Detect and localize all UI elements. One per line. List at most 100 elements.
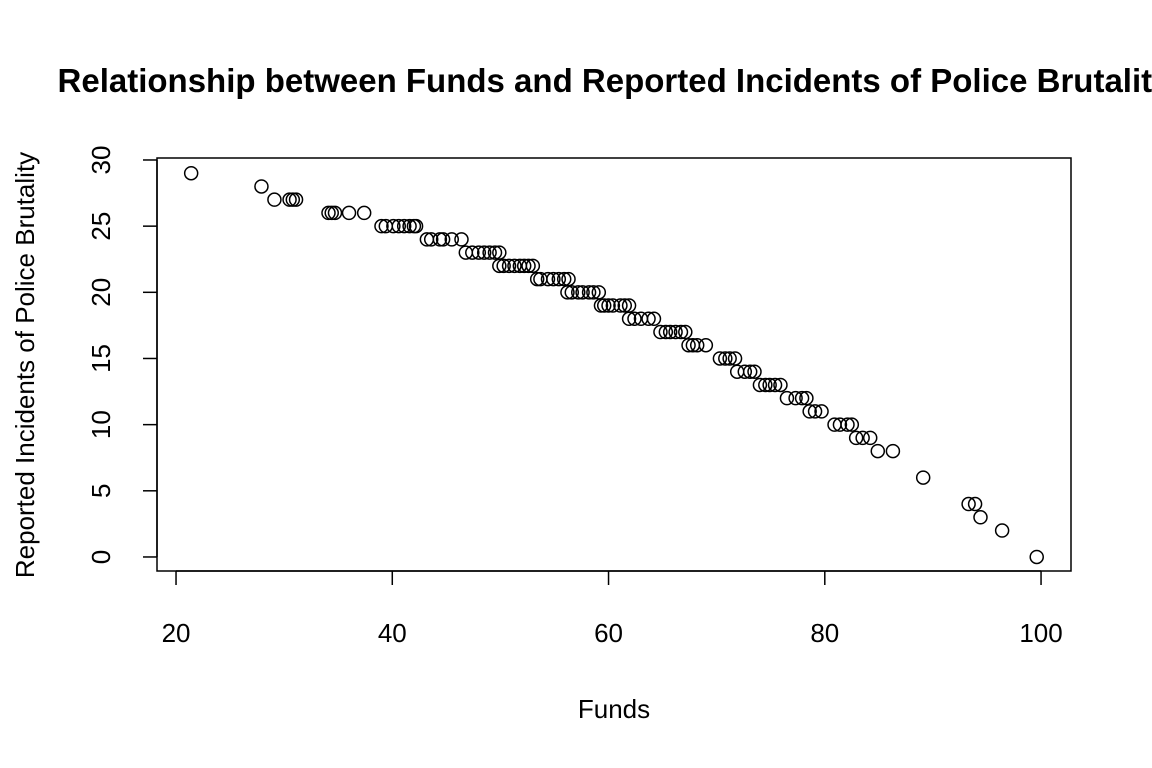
point <box>762 377 777 393</box>
point <box>617 298 633 313</box>
chart-title: Relationship between Funds and Reported … <box>58 62 1152 99</box>
point <box>862 430 878 446</box>
point <box>183 165 199 181</box>
point <box>465 245 480 260</box>
point <box>689 337 705 353</box>
point <box>658 324 674 340</box>
point <box>408 218 424 234</box>
point <box>386 218 401 234</box>
point <box>396 218 412 234</box>
point <box>471 245 487 260</box>
point <box>722 351 737 366</box>
plot-frame <box>156 157 1072 572</box>
point <box>423 232 439 247</box>
point <box>788 390 803 406</box>
point <box>525 258 541 274</box>
point <box>737 364 753 379</box>
point <box>321 205 336 221</box>
point <box>282 192 297 207</box>
point <box>476 245 492 260</box>
point <box>402 218 417 234</box>
point <box>681 337 696 353</box>
y-tick-label: 30 <box>86 146 116 175</box>
point <box>432 232 448 247</box>
point <box>646 311 662 327</box>
point <box>560 285 575 300</box>
y-tick-label: 10 <box>86 410 116 439</box>
point <box>341 205 357 221</box>
point <box>752 377 768 393</box>
point <box>758 377 773 393</box>
point <box>779 390 795 406</box>
point <box>556 271 572 287</box>
point <box>848 430 864 446</box>
point <box>747 364 762 379</box>
point <box>621 311 637 327</box>
point <box>832 417 848 432</box>
point <box>973 510 988 525</box>
point <box>814 404 829 419</box>
point <box>581 285 597 300</box>
y-tick-label: 20 <box>86 278 116 307</box>
point <box>668 324 683 340</box>
x-tick-label: 20 <box>162 618 191 648</box>
point <box>967 496 983 512</box>
point <box>662 324 678 340</box>
point <box>712 351 728 366</box>
point <box>593 298 609 313</box>
point <box>571 285 586 300</box>
point <box>1029 549 1044 565</box>
point <box>915 470 931 485</box>
point <box>516 258 532 274</box>
point <box>254 179 269 194</box>
point <box>840 417 855 432</box>
point <box>285 192 301 207</box>
point <box>564 285 580 300</box>
point <box>613 298 628 313</box>
point <box>356 205 372 221</box>
y-tick-label: 25 <box>86 212 116 241</box>
point <box>507 258 522 274</box>
point <box>641 311 656 327</box>
point <box>501 258 517 274</box>
point <box>794 390 810 406</box>
point <box>288 192 304 207</box>
x-tick-label: 100 <box>1019 618 1062 648</box>
point <box>521 258 536 274</box>
point <box>496 258 511 274</box>
point <box>994 523 1010 538</box>
point <box>540 271 556 287</box>
point <box>435 232 451 247</box>
x-tick-label: 60 <box>594 618 623 648</box>
point <box>533 271 548 287</box>
point <box>742 364 758 379</box>
point <box>767 377 783 393</box>
point <box>596 298 612 313</box>
x-axis-label: Funds <box>578 694 650 724</box>
point <box>391 218 407 234</box>
point <box>454 232 469 247</box>
x-tick-label: 40 <box>378 618 407 648</box>
point <box>605 298 621 313</box>
point <box>885 443 901 459</box>
point <box>546 271 561 287</box>
point <box>807 404 823 419</box>
point <box>802 404 817 419</box>
point <box>627 311 642 327</box>
point <box>698 337 714 353</box>
point <box>601 298 616 313</box>
point <box>855 430 870 446</box>
x-tick-label: 80 <box>810 618 839 648</box>
point <box>718 351 733 366</box>
point <box>327 205 343 221</box>
point <box>678 324 693 340</box>
point <box>729 364 745 379</box>
point <box>799 390 814 406</box>
point <box>487 245 503 260</box>
point <box>267 192 282 207</box>
point <box>374 218 389 234</box>
point <box>653 324 668 340</box>
point <box>324 205 339 221</box>
point <box>961 496 976 512</box>
